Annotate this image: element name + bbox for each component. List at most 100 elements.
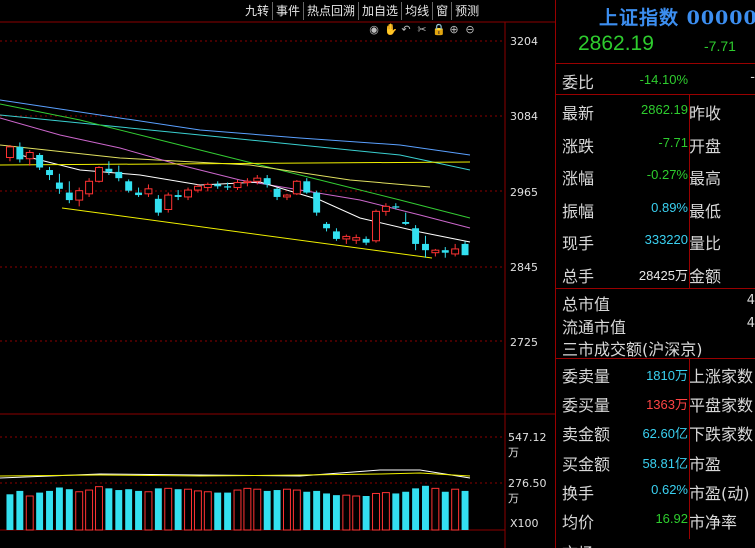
eye-icon[interactable]: ◉ xyxy=(369,23,379,36)
trend-line xyxy=(61,207,433,259)
volume-bar-down xyxy=(115,490,123,530)
volume-bar-up xyxy=(25,495,34,531)
order-value: 0.62% xyxy=(651,481,688,497)
volume-bar-down xyxy=(422,485,429,530)
toolbar-nine-turn-button[interactable]: 九转 xyxy=(245,4,270,18)
quote-value: 0.89% xyxy=(651,199,688,215)
quote-label: 总手 xyxy=(562,266,595,286)
volume-bar-up xyxy=(431,487,440,531)
candle-body-down xyxy=(273,188,281,197)
order-row: 卖金额 62.60亿 下跌家数 xyxy=(556,419,755,445)
quote-label: 现手 xyxy=(562,234,595,253)
order-row: 买金额 58.81亿 市盈 xyxy=(556,449,755,475)
volume-ma-line xyxy=(0,472,471,477)
quote-value: -0.27% xyxy=(646,167,688,182)
volume-bar-down xyxy=(46,490,53,530)
quote-value: 28425万 xyxy=(638,267,688,283)
volume-bar-down xyxy=(461,490,469,530)
volume-bar-up xyxy=(144,491,153,531)
undo-icon[interactable]: ↶ xyxy=(401,23,411,36)
candle-body-down xyxy=(313,192,321,213)
quote-label: 最新 xyxy=(562,104,595,123)
order-row: 委买量 1363万 平盘家数 xyxy=(556,390,755,416)
volume-bar-up xyxy=(243,487,252,531)
candle-body-down xyxy=(154,198,162,213)
candle-body-down xyxy=(105,168,113,172)
weibi-label: 委比 xyxy=(562,73,595,92)
volume-bar-down xyxy=(214,492,222,530)
quote-label-right: 金额 xyxy=(689,266,722,286)
market-cap-row: 总市值 4 xyxy=(556,290,755,316)
weibi-row: 委比 -14.10% - xyxy=(556,66,755,92)
toolbar-forecast-button[interactable]: 预测 xyxy=(451,2,482,20)
quote-value: 2862.19 xyxy=(641,102,688,117)
order-value: 1363万 xyxy=(646,397,688,413)
toolbar-window-button[interactable]: 窗 xyxy=(432,2,451,20)
market-cap-value: 4 xyxy=(746,293,755,308)
quote-label-right: 最高 xyxy=(689,169,722,188)
volume-bar-up xyxy=(292,489,301,531)
quote-label-right: 最低 xyxy=(689,201,722,221)
candle-body-up xyxy=(381,205,390,212)
volume-tick: 547.12万 xyxy=(508,431,547,459)
kline-chart[interactable] xyxy=(0,0,555,548)
candle-body-up xyxy=(431,249,440,254)
order-value: 62.60亿 xyxy=(642,426,688,442)
quote-label-right: 昨收 xyxy=(689,104,722,123)
volume-bar-up xyxy=(381,492,390,531)
candle-body-up xyxy=(164,194,173,210)
market-cap-row: 流通市值 4 xyxy=(556,313,755,339)
candle-body-up xyxy=(85,180,94,195)
volume-bar-down xyxy=(441,491,449,530)
toolbar-hotspot-button[interactable]: 热点回溯 xyxy=(303,2,358,20)
order-value: 1810万 xyxy=(646,368,688,383)
volume-bar-up xyxy=(233,489,242,531)
order-row: 均价 16.92 市净率 xyxy=(556,507,755,533)
candle-body-up xyxy=(372,210,380,242)
candle-body-down xyxy=(214,184,222,187)
candle-body-up xyxy=(144,188,153,195)
candle-body-down xyxy=(303,181,311,193)
lock-icon[interactable]: 🔒 xyxy=(432,23,446,36)
order-label-right: 平盘家数 xyxy=(689,396,754,416)
order-label-right: 下跌家数 xyxy=(689,425,754,445)
divider xyxy=(556,288,755,289)
toolbar-add-watchlist-button[interactable]: 加自选 xyxy=(358,2,401,20)
volume-bar-up xyxy=(203,491,212,531)
price-tick: 2965 xyxy=(510,186,538,199)
moving-average-line xyxy=(0,161,471,166)
hand-icon[interactable]: ✋ xyxy=(384,23,398,36)
volume-unit: X100 xyxy=(510,517,539,530)
price-tick: 3084 xyxy=(510,110,538,123)
kline-chart-area[interactable]: 九转 事件 热点回溯 加自选 均线 窗 预测 ◉ ✋ ↶ ✂ 🔒 ⊕ ⊖ 320… xyxy=(0,0,555,548)
quote-label: 涨幅 xyxy=(562,169,595,188)
moving-average-line xyxy=(0,144,431,188)
candle-body-down xyxy=(422,243,429,251)
candle-body-up xyxy=(342,235,351,240)
volume-bar-down xyxy=(313,490,321,530)
toolbar-ma-button[interactable]: 均线 xyxy=(401,2,432,20)
quote-value: -7.71 xyxy=(658,134,688,150)
quote-value: 333220 xyxy=(644,232,688,247)
candle-body-down xyxy=(323,223,331,229)
volume-bar-up xyxy=(342,494,351,531)
volume-bar-down xyxy=(263,490,271,530)
scissors-icon[interactable]: ✂ xyxy=(417,23,427,36)
volume-bar-down xyxy=(154,488,162,530)
zoom-in-icon[interactable]: ⊕ xyxy=(449,23,459,36)
candle-body-down xyxy=(412,228,420,244)
candle-body-up xyxy=(451,248,460,255)
volume-bar-up xyxy=(372,492,380,531)
zoom-out-icon[interactable]: ⊖ xyxy=(465,23,475,36)
volume-bar-up xyxy=(164,487,173,531)
order-label: 委买量 xyxy=(562,396,611,416)
toolbar-events-button[interactable]: 事件 xyxy=(272,2,303,20)
candle-body-down xyxy=(46,170,53,176)
volume-bar-up xyxy=(352,495,361,531)
candle-body-down xyxy=(362,238,370,243)
quote-row: 最新 2862.19 昨收 xyxy=(556,97,755,123)
volume-bar-down xyxy=(105,488,113,530)
volume-bar-up xyxy=(283,488,291,531)
volume-bar-up xyxy=(193,490,202,531)
volume-bar-up xyxy=(85,489,94,531)
